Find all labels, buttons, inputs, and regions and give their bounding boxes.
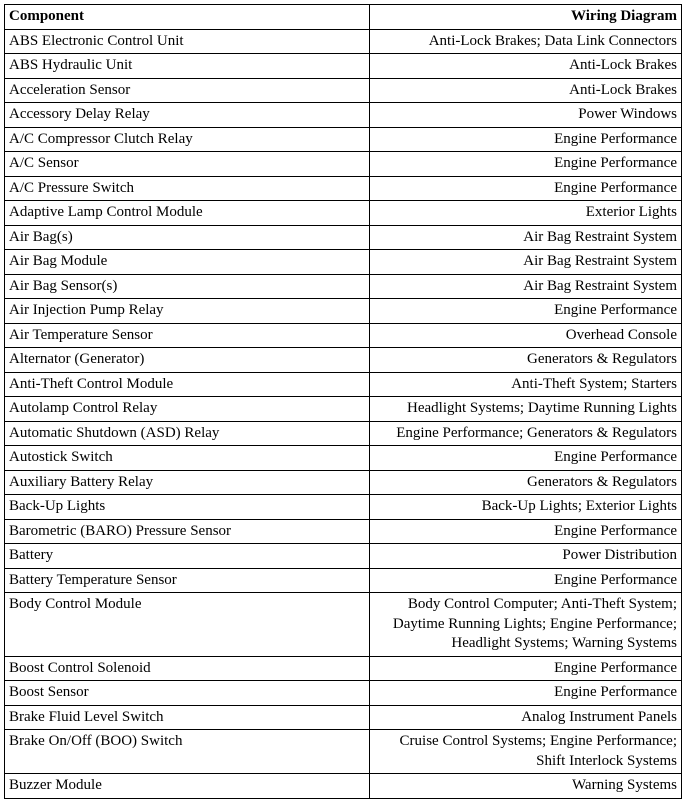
cell-wiring: Engine Performance; Generators & Regulat… — [369, 421, 681, 446]
cell-component: Autolamp Control Relay — [5, 397, 370, 422]
cell-component: Acceleration Sensor — [5, 78, 370, 103]
table-row: Automatic Shutdown (ASD) RelayEngine Per… — [5, 421, 682, 446]
cell-wiring: Engine Performance — [369, 681, 681, 706]
table-row: A/C Pressure SwitchEngine Performance — [5, 176, 682, 201]
cell-component: Battery — [5, 544, 370, 569]
cell-wiring: Headlight Systems; Daytime Running Light… — [369, 397, 681, 422]
cell-component: ABS Electronic Control Unit — [5, 29, 370, 54]
cell-component: Autostick Switch — [5, 446, 370, 471]
cell-wiring: Air Bag Restraint System — [369, 225, 681, 250]
column-header-wiring: Wiring Diagram — [369, 5, 681, 30]
cell-component: Body Control Module — [5, 593, 370, 657]
table-row: Alternator (Generator)Generators & Regul… — [5, 348, 682, 373]
table-row: Acceleration SensorAnti-Lock Brakes — [5, 78, 682, 103]
cell-component: Air Bag Sensor(s) — [5, 274, 370, 299]
cell-wiring: Engine Performance — [369, 127, 681, 152]
cell-wiring: Anti-Lock Brakes — [369, 78, 681, 103]
cell-component: A/C Pressure Switch — [5, 176, 370, 201]
cell-component: ABS Hydraulic Unit — [5, 54, 370, 79]
cell-component: A/C Compressor Clutch Relay — [5, 127, 370, 152]
cell-wiring: Engine Performance — [369, 656, 681, 681]
table-row: Air Injection Pump RelayEngine Performan… — [5, 299, 682, 324]
cell-wiring: Exterior Lights — [369, 201, 681, 226]
table-row: Boost Control SolenoidEngine Performance — [5, 656, 682, 681]
cell-component: Boost Sensor — [5, 681, 370, 706]
cell-wiring: Air Bag Restraint System — [369, 250, 681, 275]
cell-component: Adaptive Lamp Control Module — [5, 201, 370, 226]
cell-component: Anti-Theft Control Module — [5, 372, 370, 397]
cell-wiring: Engine Performance — [369, 568, 681, 593]
table-row: Auxiliary Battery RelayGenerators & Regu… — [5, 470, 682, 495]
cell-component: Air Injection Pump Relay — [5, 299, 370, 324]
cell-component: Barometric (BARO) Pressure Sensor — [5, 519, 370, 544]
cell-component: Air Bag Module — [5, 250, 370, 275]
table-row: Accessory Delay RelayPower Windows — [5, 103, 682, 128]
cell-wiring: Warning Systems — [369, 774, 681, 799]
table-body: ABS Electronic Control UnitAnti-Lock Bra… — [5, 29, 682, 798]
column-header-component: Component — [5, 5, 370, 30]
cell-wiring: Engine Performance — [369, 299, 681, 324]
cell-wiring: Overhead Console — [369, 323, 681, 348]
table-row: Battery Temperature SensorEngine Perform… — [5, 568, 682, 593]
cell-wiring: Cruise Control Systems; Engine Performan… — [369, 730, 681, 774]
table-row: BatteryPower Distribution — [5, 544, 682, 569]
cell-component: Boost Control Solenoid — [5, 656, 370, 681]
table-row: ABS Electronic Control UnitAnti-Lock Bra… — [5, 29, 682, 54]
cell-component: Auxiliary Battery Relay — [5, 470, 370, 495]
table-row: Air Bag(s)Air Bag Restraint System — [5, 225, 682, 250]
table-row: A/C SensorEngine Performance — [5, 152, 682, 177]
table-header-row: Component Wiring Diagram — [5, 5, 682, 30]
cell-wiring: Power Windows — [369, 103, 681, 128]
cell-wiring: Anti-Theft System; Starters — [369, 372, 681, 397]
cell-wiring: Engine Performance — [369, 519, 681, 544]
table-row: Body Control ModuleBody Control Computer… — [5, 593, 682, 657]
table-row: Adaptive Lamp Control ModuleExterior Lig… — [5, 201, 682, 226]
table-row: Back-Up LightsBack-Up Lights; Exterior L… — [5, 495, 682, 520]
cell-wiring: Anti-Lock Brakes — [369, 54, 681, 79]
table-row: Brake Fluid Level SwitchAnalog Instrumen… — [5, 705, 682, 730]
cell-wiring: Generators & Regulators — [369, 348, 681, 373]
table-row: Brake On/Off (BOO) SwitchCruise Control … — [5, 730, 682, 774]
cell-component: Accessory Delay Relay — [5, 103, 370, 128]
cell-component: A/C Sensor — [5, 152, 370, 177]
table-row: Air Temperature SensorOverhead Console — [5, 323, 682, 348]
table-row: Anti-Theft Control ModuleAnti-Theft Syst… — [5, 372, 682, 397]
cell-component: Air Temperature Sensor — [5, 323, 370, 348]
cell-component: Brake On/Off (BOO) Switch — [5, 730, 370, 774]
cell-wiring: Back-Up Lights; Exterior Lights — [369, 495, 681, 520]
cell-component: Battery Temperature Sensor — [5, 568, 370, 593]
cell-wiring: Generators & Regulators — [369, 470, 681, 495]
cell-component: Alternator (Generator) — [5, 348, 370, 373]
cell-component: Automatic Shutdown (ASD) Relay — [5, 421, 370, 446]
cell-component: Air Bag(s) — [5, 225, 370, 250]
cell-wiring: Anti-Lock Brakes; Data Link Connectors — [369, 29, 681, 54]
cell-wiring: Engine Performance — [369, 152, 681, 177]
cell-component: Buzzer Module — [5, 774, 370, 799]
cell-component: Brake Fluid Level Switch — [5, 705, 370, 730]
table-row: ABS Hydraulic UnitAnti-Lock Brakes — [5, 54, 682, 79]
cell-wiring: Engine Performance — [369, 446, 681, 471]
table-row: A/C Compressor Clutch RelayEngine Perfor… — [5, 127, 682, 152]
table-row: Buzzer ModuleWarning Systems — [5, 774, 682, 799]
wiring-diagram-table: Component Wiring Diagram ABS Electronic … — [4, 4, 682, 799]
table-row: Air Bag Sensor(s)Air Bag Restraint Syste… — [5, 274, 682, 299]
table-row: Air Bag ModuleAir Bag Restraint System — [5, 250, 682, 275]
table-row: Boost SensorEngine Performance — [5, 681, 682, 706]
cell-wiring: Air Bag Restraint System — [369, 274, 681, 299]
cell-wiring: Power Distribution — [369, 544, 681, 569]
table-row: Barometric (BARO) Pressure SensorEngine … — [5, 519, 682, 544]
table-row: Autolamp Control RelayHeadlight Systems;… — [5, 397, 682, 422]
cell-wiring: Engine Performance — [369, 176, 681, 201]
cell-component: Back-Up Lights — [5, 495, 370, 520]
cell-wiring: Body Control Computer; Anti-Theft System… — [369, 593, 681, 657]
cell-wiring: Analog Instrument Panels — [369, 705, 681, 730]
table-row: Autostick SwitchEngine Performance — [5, 446, 682, 471]
